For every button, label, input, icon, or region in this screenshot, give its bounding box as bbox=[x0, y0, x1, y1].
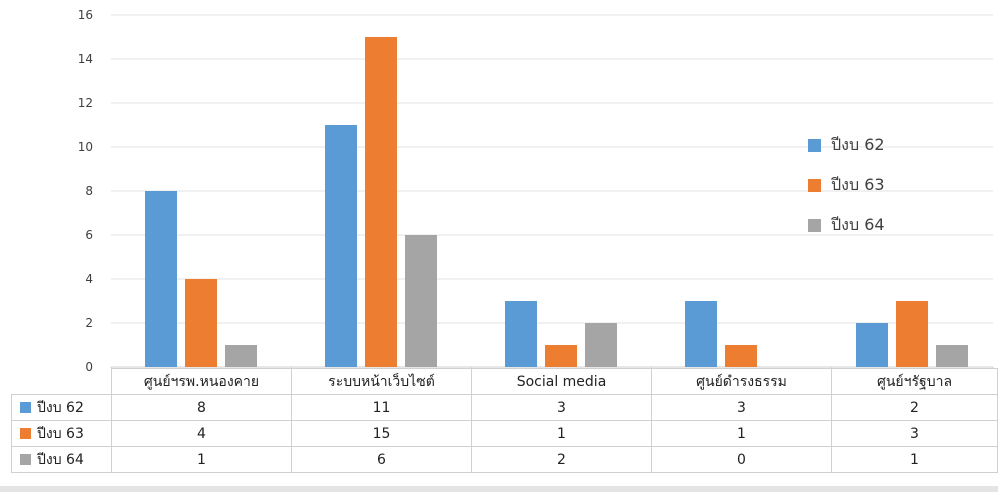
bar bbox=[856, 323, 888, 367]
y-tick-label: 14 bbox=[78, 52, 93, 66]
bar bbox=[145, 191, 177, 367]
bar bbox=[405, 235, 437, 367]
y-tick-label: 6 bbox=[85, 228, 93, 242]
data-label: 3 bbox=[831, 420, 998, 447]
bar bbox=[545, 345, 577, 367]
series-label: ปีงบ 64 bbox=[11, 446, 112, 473]
legend-swatch bbox=[808, 178, 821, 192]
data-label: 1 bbox=[111, 446, 292, 473]
y-tick-label: 8 bbox=[85, 184, 93, 198]
legend-item: ปีงบ 64 bbox=[808, 205, 958, 245]
data-label: 4 bbox=[111, 420, 292, 447]
series-swatch bbox=[20, 401, 31, 413]
series-name: ปีงบ 64 bbox=[37, 451, 84, 468]
y-tick-label: 0 bbox=[85, 360, 93, 374]
data-label: 0 bbox=[651, 446, 832, 473]
x-tick-label: ศูนย์ฯรพ.หนองคาย bbox=[111, 368, 292, 395]
x-tick-label: ระบบหน้าเว็บไซต์ bbox=[291, 368, 472, 395]
bar bbox=[936, 345, 968, 367]
y-tick-label: 4 bbox=[85, 272, 93, 286]
y-tick-label: 12 bbox=[78, 96, 93, 110]
data-label: 1 bbox=[471, 420, 652, 447]
bar bbox=[365, 37, 397, 367]
data-table: ศูนย์ฯรพ.หนองคาย ระบบหน้าเว็บไซต์ Social m… bbox=[11, 368, 998, 473]
data-label: 1 bbox=[831, 446, 998, 473]
data-table-corner bbox=[11, 368, 112, 395]
chart-legend: ปีงบ 62 ปีงบ 63 ปีงบ 64 bbox=[808, 125, 958, 245]
series-label: ปีงบ 63 bbox=[11, 420, 112, 447]
table-row: ปีงบ 63 4 15 1 1 3 bbox=[11, 420, 998, 447]
y-tick-label: 16 bbox=[78, 8, 93, 22]
data-label: 15 bbox=[291, 420, 472, 447]
bar bbox=[685, 301, 717, 367]
legend-label: ปีงบ 64 bbox=[831, 214, 885, 234]
bar bbox=[505, 301, 537, 367]
x-tick-label: ศูนย์ดำรงธรรม bbox=[651, 368, 832, 395]
bar bbox=[185, 279, 217, 367]
table-row: ปีงบ 64 1 6 2 0 1 bbox=[11, 446, 998, 473]
legend-swatch bbox=[808, 218, 821, 232]
bar bbox=[896, 301, 928, 367]
x-tick-label: Social media bbox=[471, 368, 652, 395]
data-label: 1 bbox=[651, 420, 832, 447]
data-label: 3 bbox=[651, 394, 832, 421]
bar bbox=[325, 125, 357, 367]
window-bottom-strip bbox=[0, 486, 998, 492]
series-label: ปีงบ 62 bbox=[11, 394, 112, 421]
data-label: 2 bbox=[471, 446, 652, 473]
data-label: 11 bbox=[291, 394, 472, 421]
x-tick-label: ศูนย์ฯรัฐบาล bbox=[831, 368, 998, 395]
legend-swatch bbox=[808, 138, 821, 152]
data-table-header-row: ศูนย์ฯรพ.หนองคาย ระบบหน้าเว็บไซต์ Social m… bbox=[11, 368, 998, 395]
bar bbox=[725, 345, 757, 367]
series-name: ปีงบ 62 bbox=[37, 399, 84, 416]
legend-item: ปีงบ 63 bbox=[808, 165, 958, 205]
bar bbox=[585, 323, 617, 367]
table-row: ปีงบ 62 8 11 3 3 2 bbox=[11, 394, 998, 421]
data-label: 2 bbox=[831, 394, 998, 421]
data-label: 8 bbox=[111, 394, 292, 421]
legend-label: ปีงบ 63 bbox=[831, 174, 885, 194]
y-tick-label: 2 bbox=[85, 316, 93, 330]
y-tick-label: 10 bbox=[78, 140, 93, 154]
legend-label: ปีงบ 62 bbox=[831, 134, 885, 154]
series-name: ปีงบ 63 bbox=[37, 425, 84, 442]
legend-item: ปีงบ 62 bbox=[808, 125, 958, 165]
series-swatch bbox=[20, 427, 31, 439]
data-label: 6 bbox=[291, 446, 472, 473]
series-swatch bbox=[20, 453, 31, 465]
data-label: 3 bbox=[471, 394, 652, 421]
bar bbox=[225, 345, 257, 367]
